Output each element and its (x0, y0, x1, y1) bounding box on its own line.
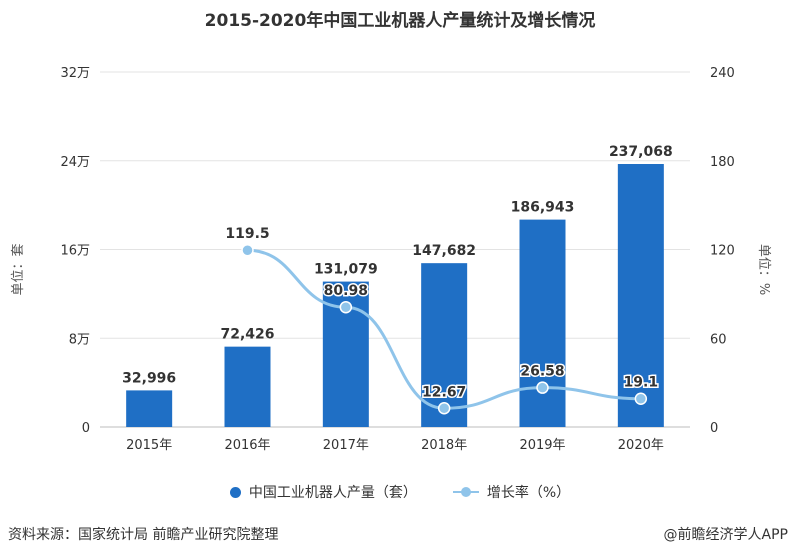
growth-data-label: 12.67 (422, 384, 466, 400)
y-right-axis-title: 单位：% (756, 244, 771, 295)
y-left-tick-label: 32万 (60, 66, 90, 81)
legend-line-marker (452, 487, 479, 497)
legend-label-production: 中国工业机器人产量（套） (248, 485, 417, 501)
growth-point (241, 243, 254, 257)
legend-bar-marker (229, 486, 241, 498)
growth-data-label: 119.5 (225, 226, 269, 242)
growth-data-label: 26.58 (520, 364, 564, 380)
y-left-tick-label: 16万 (60, 244, 90, 259)
legend-item-growth: 增长率（%） (452, 482, 571, 502)
chart-title: 2015-2020年中国工业机器人产量统计及增长情况 (204, 11, 596, 31)
legend: 中国工业机器人产量（套） 增长率（%） (0, 482, 800, 502)
growth-point (634, 392, 648, 405)
growth-point (339, 300, 353, 314)
y-left-tick-label: 8万 (69, 332, 90, 347)
legend-label-growth: 增长率（%） (486, 485, 571, 501)
growth-data-label: 80.98 (324, 283, 368, 299)
y-left-tick-label: 0 (82, 421, 90, 436)
y-right-tick-label: 120 (710, 244, 735, 259)
bar-data-label: 32,996 (122, 370, 176, 386)
growth-point (437, 402, 451, 415)
x-tick-label: 2020年 (618, 438, 664, 453)
x-tick-label: 2017年 (323, 438, 369, 453)
growth-data-label: 19.1 (624, 375, 659, 391)
bar (421, 263, 468, 427)
bar (224, 346, 271, 427)
y-right-tick-label: 240 (710, 66, 735, 81)
bar-data-label: 237,068 (609, 144, 673, 160)
bar-data-label: 72,426 (220, 327, 274, 343)
bar-data-label: 147,682 (412, 243, 476, 259)
x-tick-label: 2015年 (126, 438, 172, 453)
bar (617, 164, 664, 427)
bar (519, 219, 566, 427)
bar-data-label: 131,079 (314, 262, 378, 278)
credit-note: @前瞻经济学人APP (663, 527, 788, 543)
growth-point (536, 381, 549, 394)
growth-line (247, 248, 641, 410)
y-left-axis-title: 单位：套 (10, 243, 26, 295)
y-left-tick-label: 24万 (60, 155, 90, 170)
x-tick-label: 2018年 (421, 438, 467, 453)
source-note: 资料来源：国家统计局 前瞻产业研究院整理 (8, 527, 279, 543)
x-tick-label: 2016年 (224, 438, 270, 453)
y-right-tick-label: 60 (710, 332, 727, 347)
bar (126, 390, 173, 427)
y-right-tick-label: 180 (710, 155, 735, 170)
legend-item-production: 中国工业机器人产量（套） (229, 482, 417, 502)
y-right-tick-label: 0 (710, 421, 718, 436)
x-tick-label: 2019年 (519, 438, 565, 453)
bar-data-label: 186,943 (511, 200, 575, 216)
